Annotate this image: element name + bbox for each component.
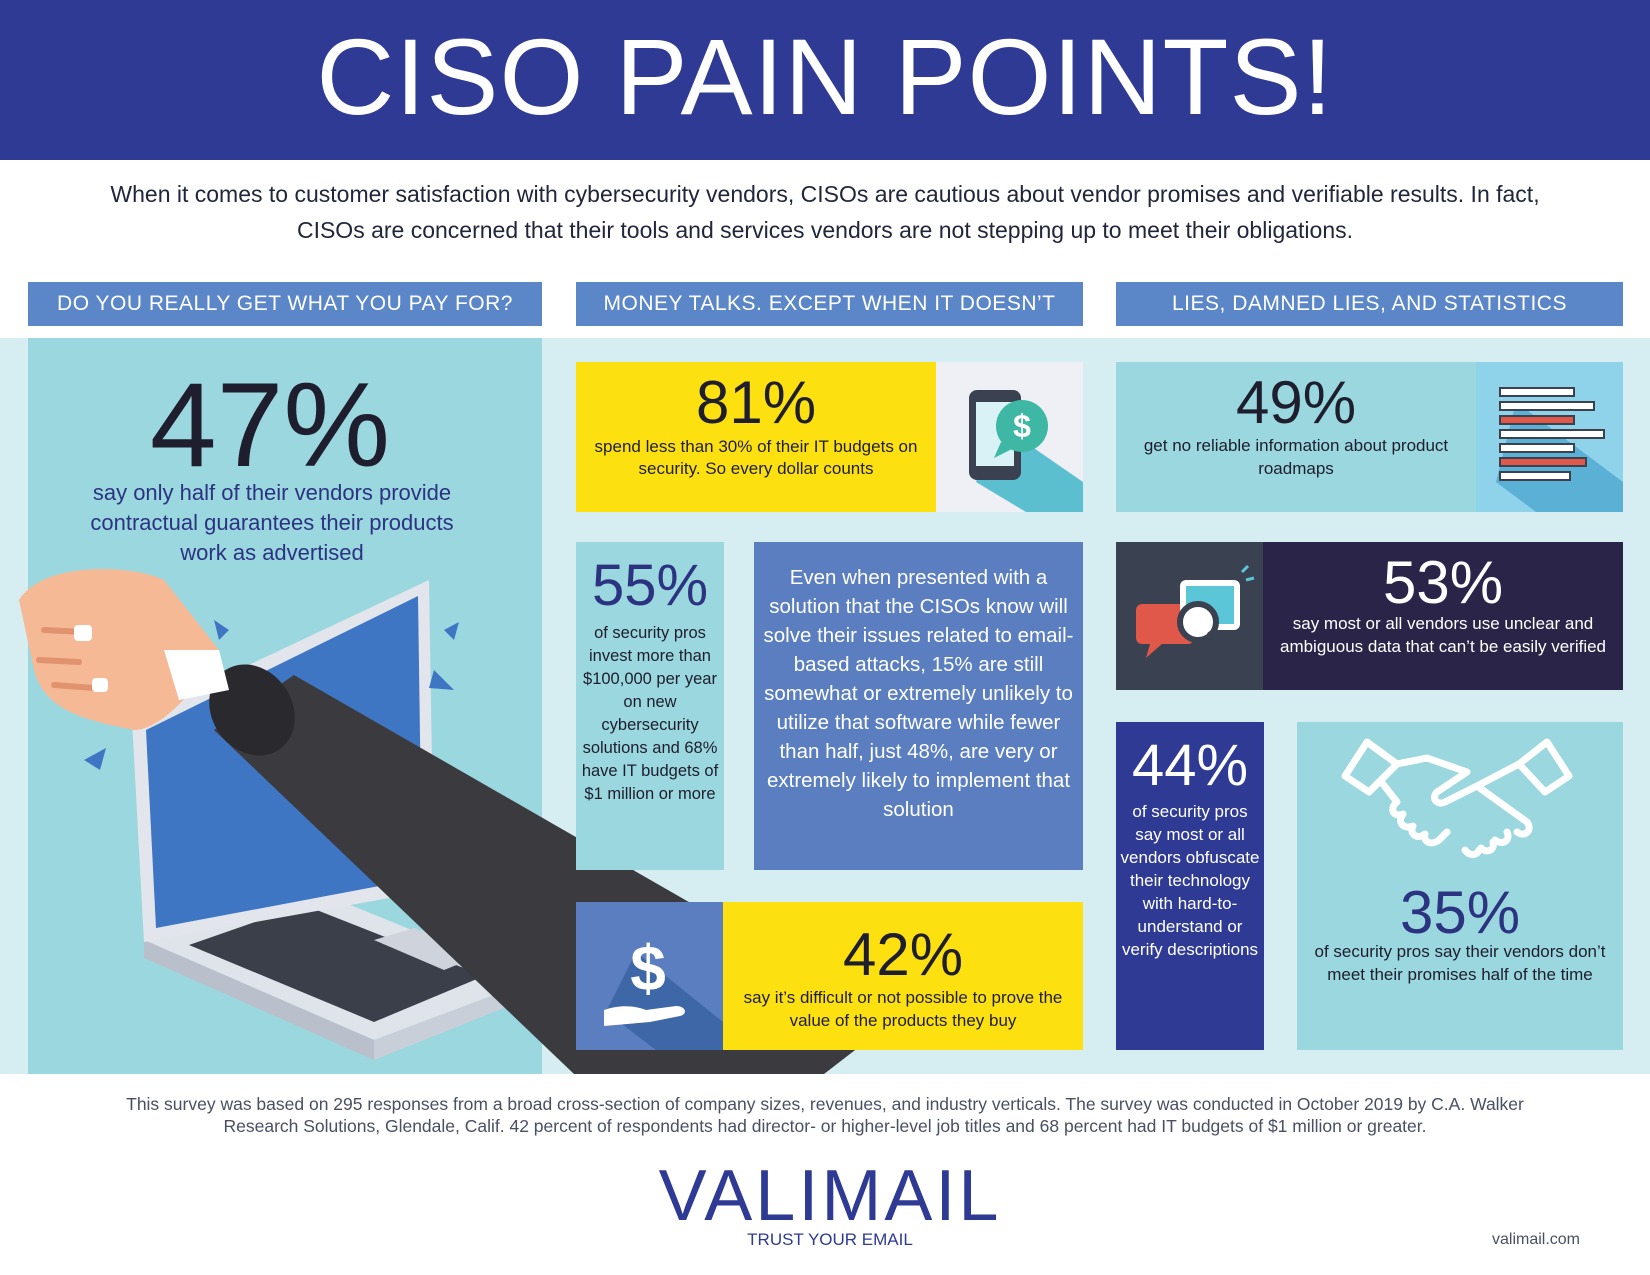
svg-text:$: $: [1013, 408, 1031, 444]
svg-text:$: $: [630, 932, 666, 1004]
section-header-2: MONEY TALKS. EXCEPT WHEN IT DOESN’T: [576, 282, 1083, 326]
stat-47-text: say only half of their vendors provide c…: [90, 480, 454, 565]
stat-35-value: 35%: [1399, 879, 1521, 946]
stat-42-card: [723, 902, 1083, 1050]
valimail-logo: VALIMAIL: [658, 1156, 1002, 1236]
roadmap-list-icon: [1476, 362, 1623, 512]
stat-35-card: [1297, 722, 1623, 1050]
stat-81-card: [576, 362, 936, 512]
stat-44-text: of security pros say most or all vendors…: [1120, 802, 1260, 959]
stat-44-value: 44%: [1131, 733, 1249, 798]
stat-55-value: 55%: [591, 553, 709, 618]
logo-tagline: TRUST YOUR EMAIL: [747, 1230, 913, 1249]
stat-42-text: say it’s difficult or not possible to pr…: [743, 988, 1063, 1030]
stat-53-text: say most or all vendors use unclear and …: [1279, 614, 1607, 656]
hand-dollar-icon: $: [576, 902, 723, 1050]
survey-footnote: This survey was based on 295 responses f…: [126, 1094, 1524, 1136]
website-url[interactable]: valimail.com: [1491, 1231, 1580, 1248]
stat-53-card: [1263, 542, 1623, 690]
page-title: CISO PAIN POINTS!: [316, 16, 1334, 137]
stat-49-card: [1116, 362, 1476, 512]
stat-49-text: get no reliable information about produc…: [1143, 436, 1449, 478]
chat-magnifier-icon: [1116, 542, 1263, 690]
stat-55-text: of security pros invest more than $100,0…: [581, 624, 719, 803]
section-header-1: DO YOU REALLY GET WHAT YOU PAY FOR?: [28, 282, 542, 326]
stat-35-text: of security pros say their vendors don’t…: [1314, 942, 1606, 984]
header-banner: [0, 0, 1650, 160]
stat-81-text: spend less than 30% of their IT budgets …: [594, 437, 918, 478]
stat-49-value: 49%: [1235, 369, 1357, 436]
intro-text: When it comes to customer satisfaction w…: [110, 181, 1540, 243]
stat-81-value: 81%: [695, 369, 817, 436]
stat-42-value: 42%: [842, 921, 964, 988]
stat-44-card: [1116, 722, 1264, 1050]
quote-text: Even when presented with a solution that…: [763, 566, 1074, 821]
stat-53-value: 53%: [1382, 549, 1504, 616]
quote-card: [754, 542, 1083, 870]
section-header-3: LIES, DAMNED LIES, AND STATISTICS: [1116, 282, 1623, 326]
handshake-icon: [1341, 738, 1573, 858]
stat-55-card: [576, 542, 724, 870]
stat-47-value: 47%: [149, 358, 391, 492]
phone-dollar-icon: $: [936, 362, 1083, 512]
